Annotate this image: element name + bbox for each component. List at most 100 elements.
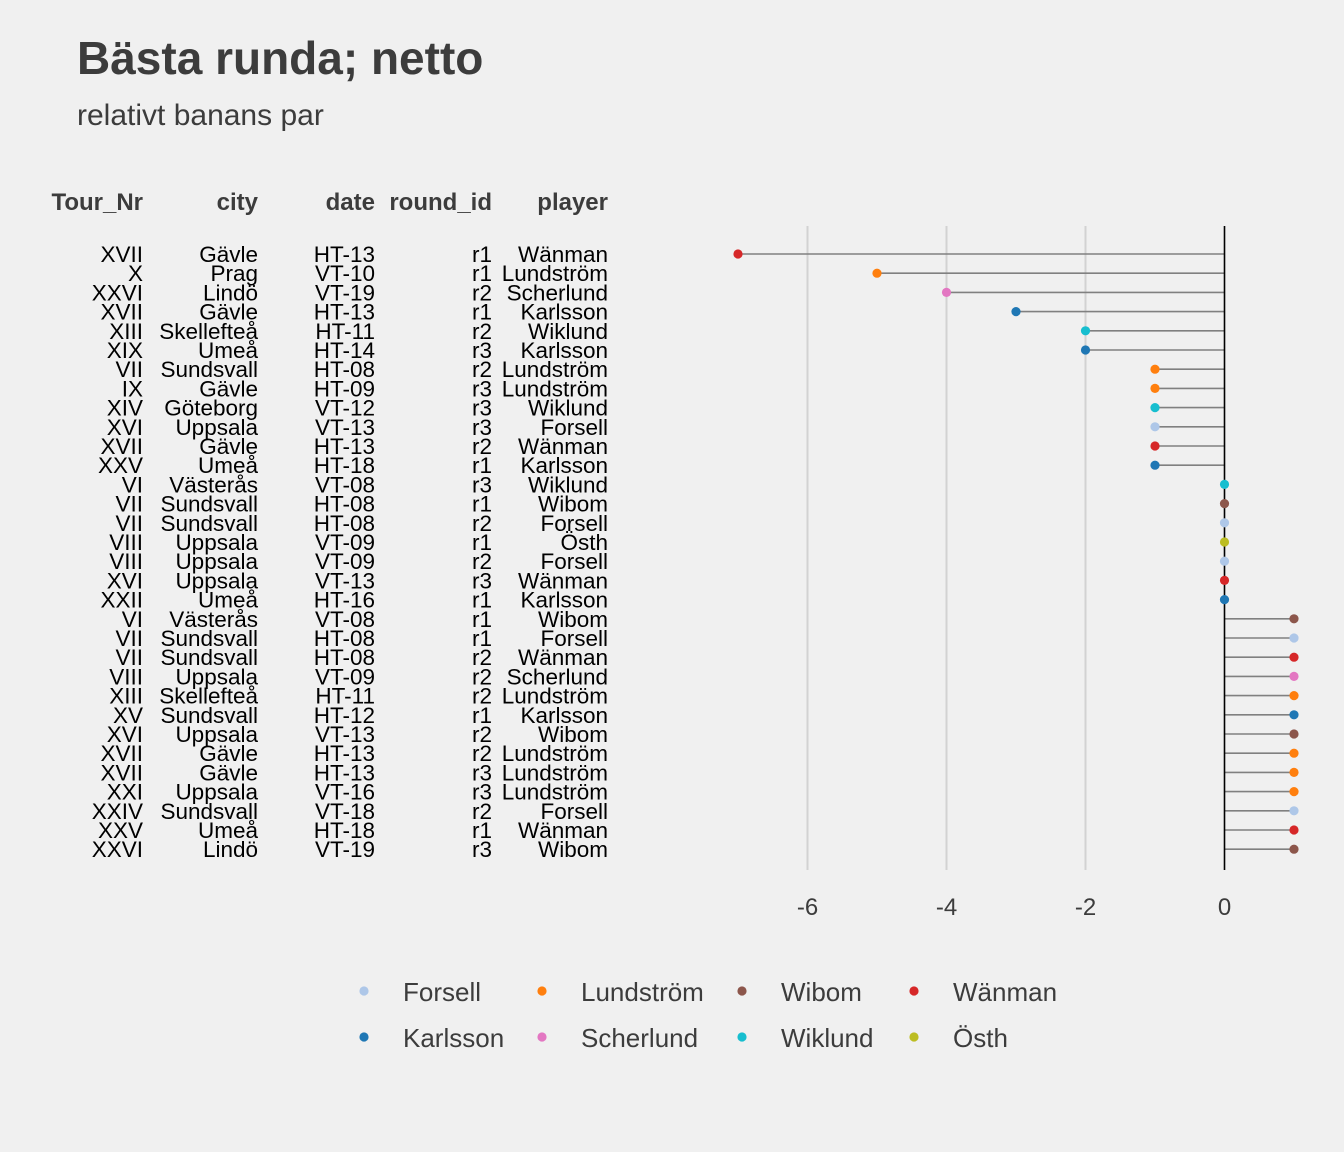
player-cell: Karlsson [520,588,608,613]
date-cell: VT-09 [315,530,375,555]
round-id-cell: r1 [472,703,492,728]
date-cell: HT-14 [314,338,375,363]
date-cell: HT-13 [314,434,375,459]
player-cell: Lundström [502,684,608,709]
player-cell: Forsell [540,626,608,651]
date-cell: VT-09 [315,549,375,574]
player-cell: Wiklund [528,396,608,421]
lollipop-point [1289,671,1299,682]
tour-nr-cell: VII [115,511,143,536]
lollipop-point [1011,307,1021,317]
city-cell: Gävle [199,300,258,325]
date-cell: HT-08 [314,626,375,651]
lollipop-point [733,249,743,259]
city-cell: Gävle [199,376,258,401]
legend-swatch [909,986,919,996]
lollipop-points [733,249,1299,854]
player-cell: Forsell [540,415,608,440]
date-cell: HT-12 [314,703,375,728]
player-cell: Scherlund [507,664,608,689]
player-cell: Karlsson [520,300,608,325]
lollipop-point [1219,537,1230,547]
chart-title: Bästa runda; netto [77,32,483,84]
player-cell: Lundström [502,760,608,785]
legend-swatch [737,986,747,996]
tour-nr-cell: XXV [98,818,143,843]
lollipop-point [1289,729,1299,739]
lollipop-point [1289,844,1299,854]
lollipop-point [1289,748,1299,758]
date-cell: HT-13 [314,300,375,325]
tour-nr-cell: VIII [109,664,143,689]
date-cell: HT-16 [314,588,375,613]
tour-nr-cell: XXVI [92,280,143,305]
city-cell: Lindö [203,837,258,862]
col-header-round-id: round_id [389,189,492,216]
player-cell: Scherlund [507,280,608,305]
lollipop-point [1289,767,1299,778]
player-cell: Wiklund [528,472,608,497]
tour-nr-cell: VIII [109,549,143,574]
player-cell: Wänman [518,645,608,670]
player-cell: Wibom [538,722,608,747]
round-id-cell: r2 [472,645,492,670]
date-cell: VT-19 [315,280,375,305]
lollipop-point [1219,479,1230,489]
player-cell: Wiklund [528,319,608,344]
city-cell: Gävle [199,242,258,267]
date-cell: VT-13 [315,415,375,440]
tour-nr-cell: XV [113,703,143,728]
player-cell: Lundström [502,357,608,382]
lollipop-point [1219,556,1230,566]
legend-label: Östh [953,1023,1008,1053]
table-rows: XVII Gävle HT-13 r1 Wänman X Prag VT-10 r1 Lundst… [92,242,608,862]
round-id-cell: r1 [472,300,492,325]
player-cell: Wänman [518,818,608,843]
city-cell: Uppsala [175,415,258,440]
legend-label: Forsell [403,977,481,1007]
legend-swatch [909,1032,919,1042]
lollipop-point [1289,614,1299,624]
city-cell: Uppsala [175,722,258,747]
city-cell: Sundsvall [160,799,258,824]
player-cell: Lundström [502,780,608,805]
date-cell: HT-08 [314,645,375,670]
city-cell: Västerås [169,607,258,632]
round-id-cell: r2 [472,799,492,824]
round-id-cell: r1 [472,530,492,555]
lollipop-point [1150,460,1160,470]
lollipop-point [1150,422,1160,432]
round-id-cell: r1 [472,818,492,843]
tour-nr-cell: IX [122,376,143,401]
x-tick-label: -6 [797,894,818,921]
tour-nr-cell: XVII [100,242,143,267]
round-id-cell: r3 [472,415,492,440]
city-cell: Sundsvall [160,645,258,670]
tour-nr-cell: XIX [107,338,143,363]
date-cell: HT-11 [315,319,375,344]
lollipop-point [1080,326,1091,336]
round-id-cell: r1 [472,607,492,632]
lollipop-point [1289,806,1299,816]
round-id-cell: r1 [472,492,492,517]
date-cell: HT-13 [314,242,375,267]
date-cell: VT-13 [315,722,375,747]
lollipop-point [1150,383,1160,393]
city-cell: Umeå [198,453,259,478]
legend: Forsell Lundström Wibom Wänman Karlsson Scher… [359,977,1057,1053]
player-cell: Forsell [540,549,608,574]
lollipop-point [1150,441,1160,451]
player-cell: Wänman [518,242,608,267]
player-cell: Wibom [538,492,608,517]
round-id-cell: r1 [472,588,492,613]
date-cell: VT-19 [315,837,375,862]
date-cell: VT-16 [315,780,375,805]
player-cell: Forsell [540,511,608,536]
player-cell: Wibom [538,607,608,632]
player-cell: Östh [560,530,608,555]
city-cell: Uppsala [175,664,258,689]
lollipop-point [1289,691,1299,701]
tour-nr-cell: VII [115,357,143,382]
date-cell: HT-13 [314,760,375,785]
date-cell: VT-08 [315,607,375,632]
